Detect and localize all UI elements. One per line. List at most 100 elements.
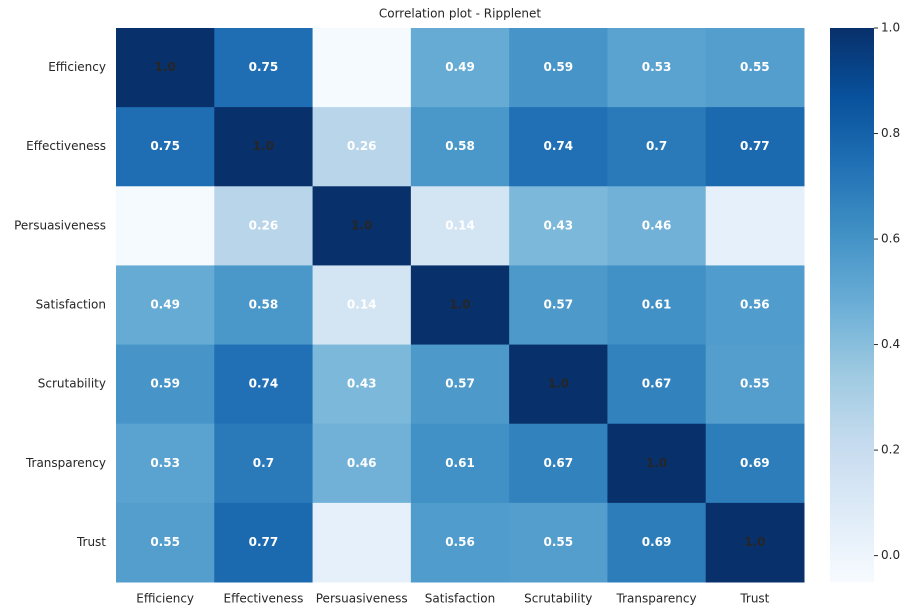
y-tick-label: Trust [76, 535, 106, 549]
cell-label: 0.69 [642, 535, 672, 549]
cell-label: 0.49 [445, 60, 475, 74]
cell-label: 1.0 [253, 139, 274, 153]
heatmap-cell [312, 107, 412, 187]
colorbar-tick-label: 0.6 [881, 232, 900, 246]
colorbar-tick-label: 0.8 [881, 126, 900, 140]
heatmap-cell [509, 502, 608, 583]
cell-label: 0.14 [347, 298, 377, 312]
x-tick-label: Effectiveness [223, 592, 303, 606]
cell-label: 1.0 [155, 60, 176, 74]
cell-label: 0.43 [347, 377, 377, 391]
heatmap-cell [705, 344, 805, 425]
cell-label: 0.55 [543, 535, 573, 549]
cell-label: 0.57 [543, 298, 573, 312]
cell-label: 1.0 [449, 298, 470, 312]
heatmap-cell [410, 186, 510, 266]
cell-label: 0.56 [740, 298, 770, 312]
colorbar-tick-label: 1.0 [881, 21, 900, 35]
heatmap-cell [214, 186, 314, 266]
heatmap-cell [116, 28, 215, 108]
cell-label: 0.75 [249, 60, 279, 74]
y-tick-label: Scrutability [38, 377, 106, 391]
heatmap-cell [509, 344, 608, 425]
cell-label: 0.43 [543, 218, 573, 232]
cell-label: 0.49 [150, 298, 180, 312]
heatmap-cell [410, 344, 510, 425]
colorbar-tick-label: 0.4 [881, 337, 900, 351]
x-tick-label: Scrutability [524, 592, 592, 606]
heatmap-cell [410, 502, 510, 583]
cell-label: 0.55 [150, 535, 180, 549]
cell-label: 0.75 [150, 139, 180, 153]
cell-label: 0.26 [249, 218, 279, 232]
cell-label: 0.61 [445, 456, 475, 470]
cell-label: 0.67 [543, 456, 573, 470]
x-tick-label: Persuasiveness [316, 592, 408, 606]
y-tick-label: Effectiveness [26, 139, 106, 153]
heatmap-cell [410, 265, 510, 346]
cell-label: 0.7 [646, 139, 667, 153]
cell-label: 0.61 [642, 298, 672, 312]
heatmap-cell [607, 28, 707, 108]
y-tick-label: Transparency [25, 456, 106, 470]
cell-label: 0.57 [445, 377, 475, 391]
cell-label: 0.59 [150, 377, 180, 391]
cell-label: 0.14 [445, 218, 475, 232]
heatmap-cell [312, 344, 412, 425]
heatmap-cell [214, 423, 314, 504]
heatmap-cell [214, 502, 314, 583]
heatmap-cell [410, 28, 510, 108]
heatmap-cell [705, 186, 805, 266]
heatmap-cell [214, 265, 314, 346]
colorbar-tick-label: 0.2 [881, 443, 900, 457]
heatmap-cell [607, 502, 707, 583]
cell-label: 0.56 [445, 535, 475, 549]
chart-title: Correlation plot - Ripplenet [379, 7, 542, 21]
cell-label: 0.74 [543, 139, 573, 153]
heatmap-cell [116, 186, 215, 266]
heatmap-cell [410, 423, 510, 504]
cell-label: 0.26 [347, 139, 377, 153]
cell-label: 1.0 [646, 456, 667, 470]
heatmap-cell [312, 423, 412, 504]
cell-label: 0.53 [150, 456, 180, 470]
cell-label: 1.0 [351, 218, 372, 232]
heatmap-cell [509, 28, 608, 108]
heatmap-cell [214, 344, 314, 425]
cell-label: 0.77 [249, 535, 279, 549]
cell-label: 0.58 [249, 298, 279, 312]
heatmap-cell [116, 265, 215, 346]
heatmap-cell [116, 344, 215, 425]
heatmap-cell [705, 28, 805, 108]
cell-label: 0.53 [642, 60, 672, 74]
cell-label: 0.7 [253, 456, 274, 470]
heatmap-cell [116, 107, 215, 187]
heatmap-cell [607, 107, 707, 187]
heatmap-cell [607, 344, 707, 425]
y-tick-label: Efficiency [48, 60, 106, 74]
heatmap-cell [116, 502, 215, 583]
x-tick-label: Transparency [616, 592, 697, 606]
cell-label: 0.46 [347, 456, 377, 470]
heatmap-cell [607, 186, 707, 266]
heatmap-cell [705, 423, 805, 504]
cell-label: 0.55 [740, 377, 770, 391]
cell-label: 0.46 [642, 218, 672, 232]
cell-label: 0.59 [543, 60, 573, 74]
heatmap-cell [116, 423, 215, 504]
heatmap-cell [312, 502, 412, 583]
colorbar [830, 28, 874, 582]
cell-label: 1.0 [548, 377, 569, 391]
heatmap-cell [705, 107, 805, 187]
cell-label: 0.77 [740, 139, 770, 153]
heatmap-cell [607, 265, 707, 346]
cell-label: 0.58 [445, 139, 475, 153]
cell-label: 0.74 [249, 377, 279, 391]
heatmap-cell [705, 502, 805, 583]
y-tick-label: Satisfaction [36, 298, 106, 312]
heatmap-cell [509, 107, 608, 187]
y-tick-label: Persuasiveness [14, 218, 106, 232]
heatmap-cell [607, 423, 707, 504]
heatmap-cell [312, 28, 412, 108]
